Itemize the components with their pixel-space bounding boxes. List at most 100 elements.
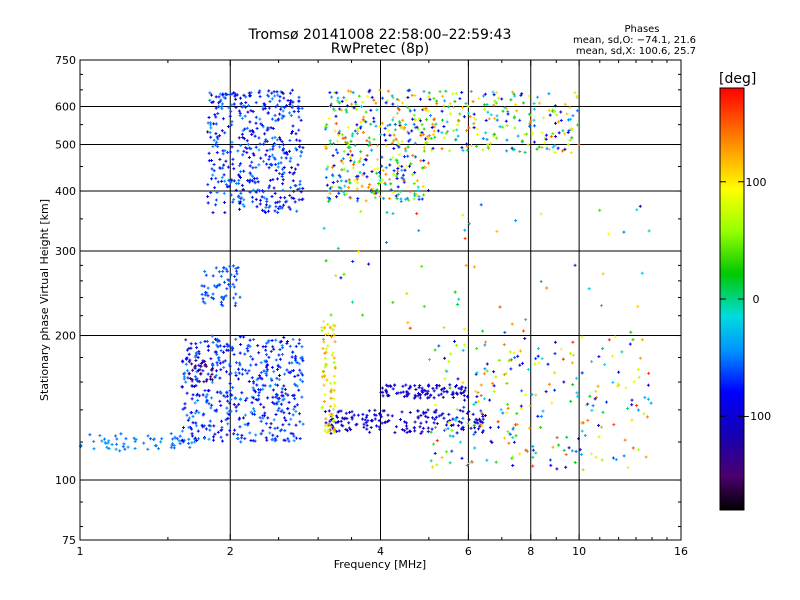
data-point [202,284,206,288]
data-point [183,406,187,410]
data-point [330,95,334,99]
data-point [373,408,377,412]
data-point [211,363,215,367]
data-point [590,360,594,364]
data-point [338,175,342,179]
data-point [396,185,400,189]
data-point [298,420,302,424]
data-point [474,118,478,122]
data-point [379,133,383,136]
data-point [413,141,417,145]
data-point [182,426,185,430]
data-point [333,381,337,385]
data-point [361,412,365,416]
data-point [214,115,218,119]
data-point [251,439,255,443]
data-point [623,438,627,442]
data-point [504,119,508,123]
data-point [551,445,555,449]
data-point [261,387,265,391]
data-point [237,402,241,406]
data-point [343,193,347,197]
data-point [377,425,381,429]
data-point [403,168,407,172]
data-point [194,354,198,358]
data-point [270,97,274,101]
data-point [280,387,284,391]
data-point [324,176,328,179]
data-point [357,94,361,98]
data-point [274,201,278,205]
data-point [265,368,269,372]
data-point [218,361,222,365]
data-point [367,185,370,189]
data-point [583,434,587,437]
data-point [443,99,447,103]
data-point [324,333,328,337]
data-point [282,96,286,100]
data-point [356,127,360,131]
data-point [204,273,208,277]
data-point [340,423,344,427]
data-point [274,392,278,396]
data-point [234,278,238,282]
data-point [251,412,254,416]
data-point [244,398,248,402]
data-point [234,371,238,375]
data-point [354,102,358,106]
data-point [505,381,509,385]
data-point [413,171,417,175]
data-point [393,431,397,435]
data-point [453,290,457,294]
data-point [537,361,541,365]
data-point [268,431,272,435]
data-point [238,351,242,355]
data-point [182,438,186,442]
data-point [628,342,632,346]
data-point [493,117,497,120]
data-point [263,103,267,107]
data-point [270,91,274,95]
data-point [210,296,214,300]
data-point [329,418,333,421]
data-point [267,89,271,93]
data-point [301,422,305,426]
data-point [386,89,390,93]
phases-mean-o: mean, sd,O: −74.1, 21.6 [573,35,696,46]
data-point [247,343,251,347]
data-point [232,296,236,300]
data-point [178,442,182,446]
data-point [126,445,130,449]
data-point [122,442,126,446]
data-point [267,157,271,161]
data-point [354,175,358,179]
data-point [251,130,255,134]
data-point [239,440,243,444]
data-point [328,189,332,193]
data-point [472,433,476,436]
data-point [239,162,243,166]
data-point [268,148,272,152]
data-point [321,347,325,350]
data-point [336,179,340,183]
data-point [231,386,235,390]
data-point [369,108,373,112]
data-point [237,371,241,375]
data-point [556,146,560,150]
data-point [570,449,574,453]
data-point [557,120,560,124]
data-point [159,440,163,444]
data-point [284,418,288,422]
data-point [205,393,209,397]
data-point [293,200,297,204]
data-point [193,440,197,444]
data-point [215,151,219,155]
data-point [223,179,227,183]
data-point [266,340,270,344]
data-point [344,98,348,102]
data-point [344,428,348,431]
data-point [403,420,407,424]
data-point [467,111,471,115]
data-point [521,361,524,365]
data-point [323,365,327,369]
